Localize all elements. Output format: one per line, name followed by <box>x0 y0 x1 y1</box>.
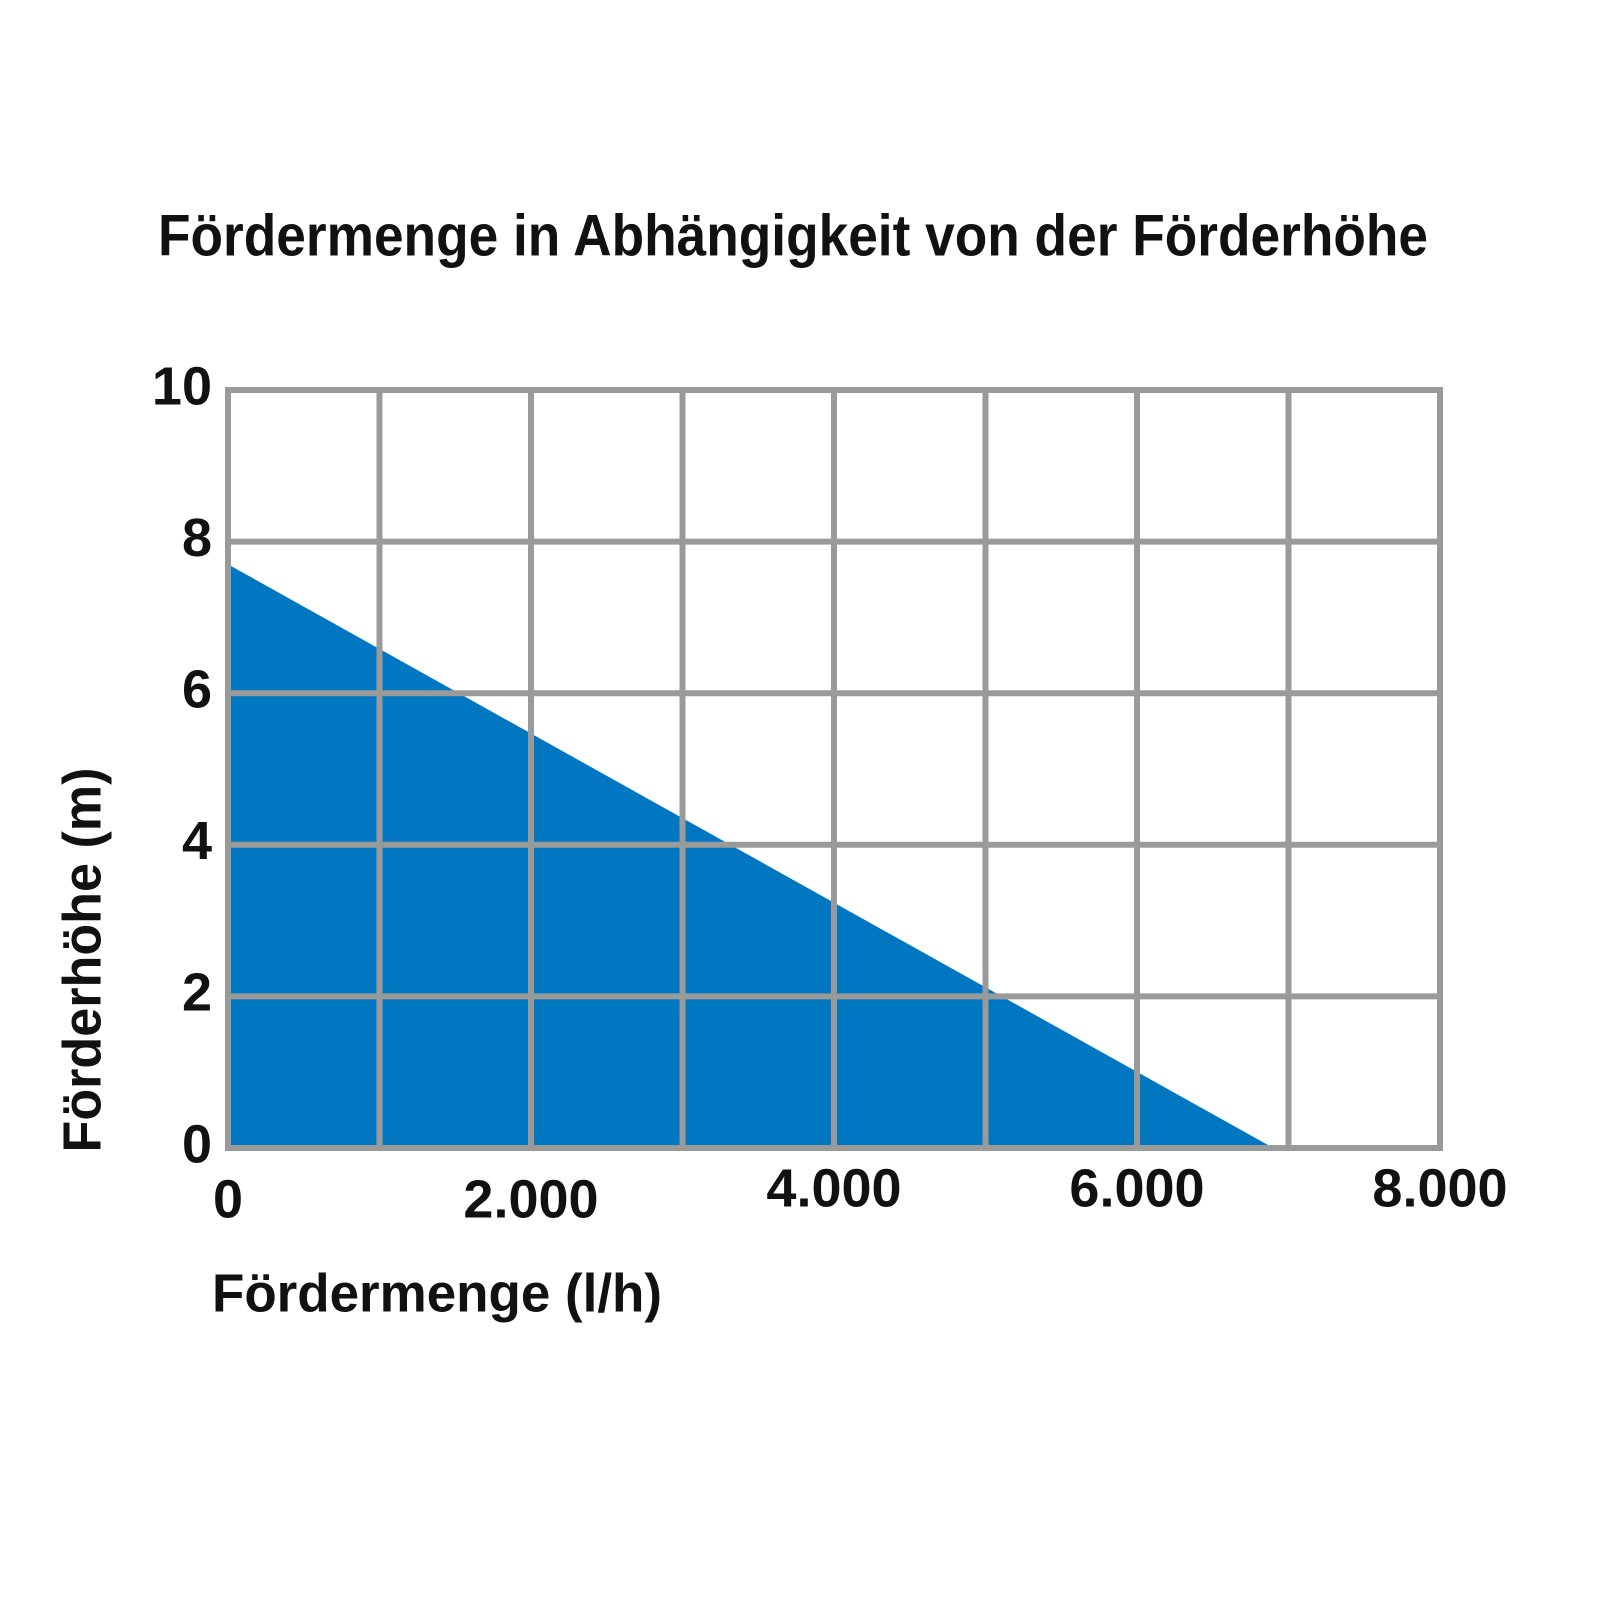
area <box>228 564 1274 1148</box>
y-axis-label: Förderhöhe (m) <box>52 768 112 1153</box>
x-tick-label: 6.000 <box>1069 1158 1204 1218</box>
y-tick-label: 6 <box>182 659 212 719</box>
x-tick-label: 2.000 <box>463 1169 598 1229</box>
x-tick-label: 8.000 <box>1372 1158 1507 1218</box>
y-tick-label: 2 <box>182 963 212 1023</box>
chart-title: Fördermenge in Abhängigkeit von der Förd… <box>158 203 1428 268</box>
x-tick-label: 0 <box>213 1169 243 1229</box>
y-tick-label: 4 <box>182 811 212 871</box>
y-tick-label: 8 <box>182 508 212 568</box>
x-axis-label: Fördermenge (l/h) <box>212 1263 662 1323</box>
y-tick-label: 0 <box>182 1114 212 1174</box>
y-tick-label: 10 <box>152 356 212 416</box>
x-tick-label: 4.000 <box>766 1158 901 1218</box>
